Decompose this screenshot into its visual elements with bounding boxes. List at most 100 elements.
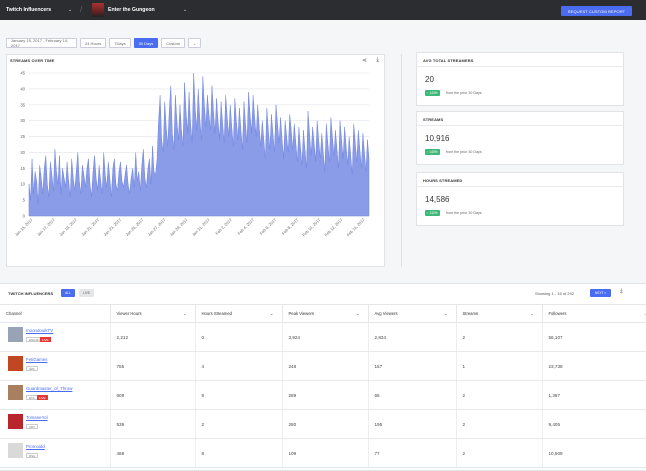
avatar[interactable]	[8, 385, 23, 400]
col-streams[interactable]: Streams ⌄	[456, 304, 543, 323]
y-tick-label: 40	[20, 86, 25, 91]
table-row[interactable]: moondouikTV ENGSH LIVE 2,212 0 3,924 2,834 2 56,…	[0, 322, 646, 352]
share-icon[interactable]: ⋖	[361, 58, 367, 64]
stat-card-hours-streamed: HOURS STREAMED 14,586 ↑ 132% from the pr…	[416, 172, 624, 226]
avatar[interactable]	[8, 327, 23, 342]
hours-streamed-cell: 4	[195, 351, 283, 381]
table-row[interactable]: TomaneYol ART 539 2 280 195 2 9,405	[0, 409, 646, 439]
followers-cell: 1,387	[542, 380, 646, 410]
streams-cell: 2	[456, 438, 543, 468]
sort-chevron-icon[interactable]: ⌄	[644, 311, 646, 316]
avatar[interactable]	[8, 414, 23, 429]
divider	[417, 66, 623, 67]
stat-title: HOURS STREAMED	[423, 178, 463, 183]
influencers-table-card: TWITCH INFLUENCERS ALL LIVE Showing 1 - …	[0, 283, 646, 471]
col-peak-viewers[interactable]: Peak Viewers ⌄	[282, 304, 369, 323]
sort-chevron-icon[interactable]: ⌄	[444, 311, 448, 316]
followers-cell: 23,738	[542, 351, 646, 381]
channel-link[interactable]: TomaneYol	[26, 415, 48, 420]
stat-value: 14,586	[425, 195, 450, 204]
growth-badge: ↑ 143%	[425, 90, 440, 96]
y-tick-label: 15	[20, 166, 25, 171]
x-tick-label: Jan 29, 2017	[169, 217, 189, 237]
channel-link[interactable]: moondouikTV	[26, 328, 54, 333]
chevron-down-icon[interactable]: ⌄	[68, 7, 73, 13]
x-tick-label: Feb 12, 2017	[323, 217, 344, 238]
stat-card-streams: STREAMS 10,916 ↑ 145% from the prior 30 …	[416, 111, 624, 165]
x-tick-label: Jan 27, 2017	[147, 217, 167, 237]
divider	[417, 125, 623, 126]
section-selector[interactable]: Twitch Influencers	[6, 7, 51, 13]
channel-link[interactable]: Guardmaster_of_Throw	[26, 386, 73, 391]
avg-viewers-cell: 157	[368, 351, 457, 381]
series-area	[28, 72, 370, 217]
y-tick-label: 10	[20, 182, 25, 187]
filter-30-days[interactable]: 30 Days	[133, 38, 159, 48]
channel-link[interactable]: FetiGames	[26, 357, 48, 362]
download-icon[interactable]: ⤓	[620, 288, 623, 294]
date-range-picker[interactable]: January 15, 2017 - February 14, 2017	[6, 38, 77, 48]
col-hours-streamed[interactable]: Hours Streamed ⌄	[195, 304, 283, 323]
col-channel[interactable]: Channel	[0, 304, 111, 323]
filter-24-hours[interactable]: 24 Hours	[80, 38, 107, 48]
table-row[interactable]: FetiGames SPA 755 4 248 157 1 23,738	[0, 351, 646, 381]
channel-cell: TomaneYol ART	[0, 409, 111, 439]
game-label: Enter the Gungeon	[108, 7, 155, 13]
followers-cell: 10,509	[542, 438, 646, 468]
language-badge: RSH	[26, 453, 39, 458]
filter-dropdown[interactable]: ⌄	[188, 38, 202, 48]
col-avg-viewers[interactable]: Avg Viewers ⌄	[368, 304, 457, 323]
date-filters: January 15, 2017 - February 14, 2017 24 …	[6, 38, 202, 48]
sort-chevron-icon[interactable]: ⌄	[270, 311, 274, 316]
y-tick-label: 35	[20, 102, 25, 107]
growth-badge: ↑ 132%	[425, 210, 440, 216]
streams-cell: 2	[456, 322, 543, 352]
download-icon[interactable]: ⤓	[376, 57, 379, 63]
chart-title: STREAMS OVER TIME	[10, 58, 55, 63]
live-badge: LIVE	[40, 337, 51, 342]
y-tick-label: 5	[23, 198, 26, 203]
table-header-row: Channel Viewer Hours ⌄ Hours Streamed ⌄ Pe…	[0, 304, 646, 323]
filter-custom[interactable]: Custom	[161, 38, 186, 48]
viewer-hours-cell: 539	[110, 409, 196, 439]
followers-cell: 9,405	[542, 409, 646, 439]
avatar[interactable]	[8, 443, 23, 458]
x-tick-label: Jan 25, 2017	[124, 217, 144, 237]
avg-viewers-cell: 77	[368, 438, 457, 468]
avatar[interactable]	[8, 356, 23, 371]
sort-chevron-icon[interactable]: ⌄	[183, 311, 187, 316]
col-viewer-hours[interactable]: Viewer Hours ⌄	[110, 304, 196, 323]
col-label: Peak Viewers	[288, 311, 315, 316]
x-tick-label: Feb 2, 2017	[214, 217, 233, 236]
streams-cell: 2	[456, 380, 543, 410]
sort-chevron-icon[interactable]: ⌄	[530, 311, 534, 316]
language-badge: ETA	[26, 395, 38, 400]
peak-viewers-cell: 3,924	[282, 322, 369, 352]
streams-cell: 2	[456, 409, 543, 439]
y-tick-label: 25	[20, 134, 25, 139]
hours-streamed-cell: 2	[195, 409, 283, 439]
avg-viewers-cell: 2,834	[368, 322, 457, 352]
request-custom-report-button[interactable]: REQUEST CUSTOM REPORT	[561, 6, 632, 16]
filter-7-days[interactable]: 7Days	[109, 38, 131, 48]
separator-icon: /	[80, 5, 83, 14]
channel-link[interactable]: Promoidd	[26, 444, 45, 449]
channel-cell: FetiGames SPA	[0, 351, 111, 381]
col-label: Viewer Hours	[116, 311, 142, 316]
sort-chevron-icon[interactable]: ⌄	[356, 311, 360, 316]
next-page-button[interactable]: NEXT >	[590, 289, 611, 297]
avg-viewers-cell: 65	[368, 380, 457, 410]
tab-all[interactable]: ALL	[61, 289, 75, 297]
game-selector[interactable]: Enter the Gungeon	[108, 7, 155, 13]
col-label: Streams	[462, 311, 479, 316]
stat-title: STREAMS	[423, 117, 444, 122]
table-row[interactable]: Promoidd RSH 468 8 109 77 2 10,509	[0, 438, 646, 468]
chevron-down-icon[interactable]: ⌄	[183, 7, 188, 13]
followers-cell: 56,107	[542, 322, 646, 352]
viewer-hours-cell: 609	[110, 380, 196, 410]
y-tick-label: 0	[23, 214, 26, 219]
x-tick-label: Jan 17, 2017	[36, 217, 56, 237]
tab-live[interactable]: LIVE	[79, 289, 94, 297]
col-followers[interactable]: Followers ⌄	[542, 304, 646, 323]
table-row[interactable]: Guardmaster_of_Throw ETA LIVE 609 9 289 65 2 1,3…	[0, 380, 646, 410]
